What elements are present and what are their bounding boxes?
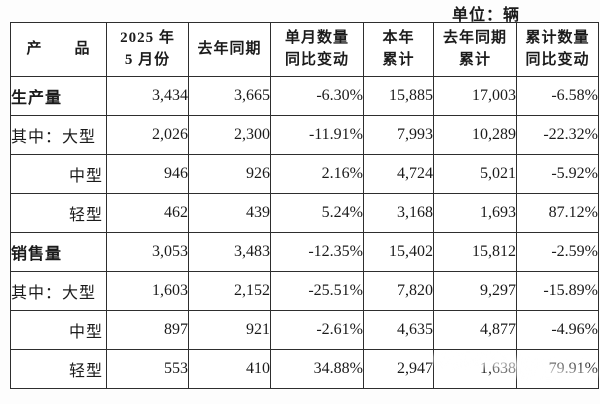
cell-value: 2,300 xyxy=(188,115,271,155)
col-header-product: 产 品 xyxy=(10,22,107,77)
cell-value: -4.96% xyxy=(516,310,599,350)
cell-value: 2.16% xyxy=(270,154,364,194)
cell-value: 3,434 xyxy=(106,76,189,116)
unit-label: 单位：辆 xyxy=(452,7,521,24)
cell-value: 7,993 xyxy=(363,115,434,155)
cell-value: 5.24% xyxy=(270,193,364,233)
cell-value: 410 xyxy=(188,349,271,389)
col-header-month-2025: 2025 年 5 月份 xyxy=(106,22,189,77)
cell-value: 7,820 xyxy=(363,271,434,311)
cell-value: 4,724 xyxy=(363,154,434,194)
cell-value: -2.59% xyxy=(516,232,599,272)
cell-value: 34.88% xyxy=(270,349,364,389)
row-label: 生产量 xyxy=(10,76,107,116)
cell-value: 1,638 xyxy=(433,349,517,389)
row-label: 其中：大型 xyxy=(10,115,107,155)
table-row-sales: 销售量 3,053 3,483 -12.35% 15,402 15,812 -2… xyxy=(10,232,599,272)
row-label: 轻型 xyxy=(10,193,107,233)
cell-value: -11.91% xyxy=(270,115,364,155)
cell-value: 3,053 xyxy=(106,232,189,272)
table-row-production-large: 其中：大型 2,026 2,300 -11.91% 7,993 10,289 -… xyxy=(10,115,599,155)
cell-value: -22.32% xyxy=(516,115,599,155)
cell-value: 946 xyxy=(106,154,189,194)
cell-value: -12.35% xyxy=(270,232,364,272)
cell-value: 1,693 xyxy=(433,193,517,233)
cell-value: 2,947 xyxy=(363,349,434,389)
cell-value: 9,297 xyxy=(433,271,517,311)
row-label: 其中：大型 xyxy=(10,271,107,311)
cell-value: 921 xyxy=(188,310,271,350)
table-row-production: 生产量 3,434 3,665 -6.30% 15,885 17,003 -6.… xyxy=(10,76,599,116)
cell-value: 439 xyxy=(188,193,271,233)
header-row: 产 品 2025 年 5 月份 去年同期 单月数量 同比变动 本年 累计 去年同… xyxy=(10,22,599,77)
production-sales-table: 产 品 2025 年 5 月份 去年同期 单月数量 同比变动 本年 累计 去年同… xyxy=(10,22,599,389)
table-row-production-light: 轻型 462 439 5.24% 3,168 1,693 87.12% xyxy=(10,193,599,233)
cell-value: -25.51% xyxy=(270,271,364,311)
table-row-sales-light: 轻型 553 410 34.88% 2,947 1,638 79.91% xyxy=(10,349,599,389)
cell-value: 15,812 xyxy=(433,232,517,272)
cell-value: -15.89% xyxy=(516,271,599,311)
cell-value: 15,885 xyxy=(363,76,434,116)
col-header-last-year-ytd: 去年同期 累计 xyxy=(433,22,517,77)
cell-value: 5,021 xyxy=(433,154,517,194)
cell-value: 2,152 xyxy=(188,271,271,311)
cell-value: 926 xyxy=(188,154,271,194)
col-header-last-year-same-period: 去年同期 xyxy=(188,22,271,77)
cell-value: 897 xyxy=(106,310,189,350)
cell-value: 553 xyxy=(106,349,189,389)
cell-value: 3,483 xyxy=(188,232,271,272)
row-label: 轻型 xyxy=(10,349,107,389)
cell-value: 15,402 xyxy=(363,232,434,272)
table-row-production-medium: 中型 946 926 2.16% 4,724 5,021 -5.92% xyxy=(10,154,599,194)
cell-value: 4,635 xyxy=(363,310,434,350)
row-label: 中型 xyxy=(10,154,107,194)
cell-value: 3,168 xyxy=(363,193,434,233)
col-header-ytd: 本年 累计 xyxy=(363,22,434,77)
col-header-monthly-yoy-change: 单月数量 同比变动 xyxy=(270,22,364,77)
col-header-cumulative-yoy-change: 累计数量 同比变动 xyxy=(516,22,599,77)
cell-value: 2,026 xyxy=(106,115,189,155)
cell-value: -5.92% xyxy=(516,154,599,194)
cell-value: -6.58% xyxy=(516,76,599,116)
cell-value: -2.61% xyxy=(270,310,364,350)
cell-value: 87.12% xyxy=(516,193,599,233)
cell-value: 3,665 xyxy=(188,76,271,116)
cell-value: 462 xyxy=(106,193,189,233)
row-label: 销售量 xyxy=(10,232,107,272)
cell-value: -6.30% xyxy=(270,76,364,116)
cell-value: 4,877 xyxy=(433,310,517,350)
cell-value: 1,603 xyxy=(106,271,189,311)
cell-value: 17,003 xyxy=(433,76,517,116)
table-row-sales-large: 其中：大型 1,603 2,152 -25.51% 7,820 9,297 -1… xyxy=(10,271,599,311)
row-label: 中型 xyxy=(10,310,107,350)
cell-value: 10,289 xyxy=(433,115,517,155)
cell-value: 79.91% xyxy=(516,349,599,389)
table-row-sales-medium: 中型 897 921 -2.61% 4,635 4,877 -4.96% xyxy=(10,310,599,350)
